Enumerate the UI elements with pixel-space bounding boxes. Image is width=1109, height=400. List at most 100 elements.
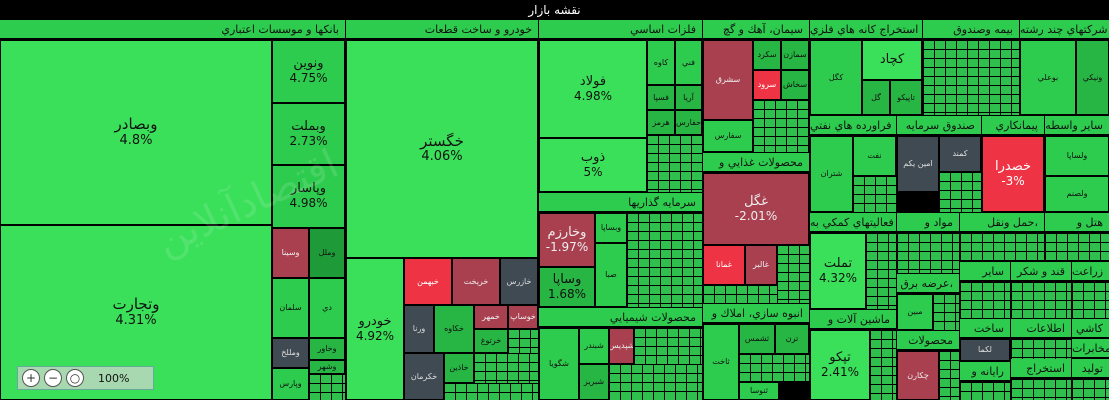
sector-header[interactable]: اطلاعات (1011, 319, 1071, 338)
tile-chekaran[interactable]: چكارن (897, 351, 939, 400)
sector-header[interactable]: بيمه وصندوق (923, 20, 1019, 39)
tile-kechad[interactable]: كچاد (862, 40, 922, 80)
tile-shtran[interactable]: شتران (810, 136, 853, 212)
tile-khesdra[interactable]: خصدرا -3% (982, 136, 1044, 212)
tile-thivan[interactable]: ثنوسا (739, 382, 779, 400)
tile-aria[interactable]: آريا (675, 85, 702, 110)
sector-header[interactable]: ساخت (960, 319, 1010, 338)
sector-header[interactable]: فلزات اساسي (539, 20, 702, 39)
tile-vsalman[interactable]: سلمان (272, 278, 309, 338)
tile-vesaltan[interactable]: ولساپا (1045, 136, 1109, 176)
tile-vrza[interactable]: ورنا (404, 305, 434, 353)
tile-vsina[interactable]: وسينا (272, 228, 309, 278)
tile-vkhavar[interactable]: وخاور (309, 338, 345, 360)
zoom-out-icon[interactable]: − (44, 369, 62, 387)
sector-header[interactable]: خودرو و ساخت قطعات (346, 20, 538, 39)
tile-gol[interactable]: گل (862, 80, 890, 115)
tile-vesmaan[interactable]: ولصنم (1045, 176, 1109, 212)
tile-sekord[interactable]: سكرد (753, 40, 781, 70)
sector-header[interactable]: سرمايه گذاريها (539, 193, 702, 212)
tile-khazdf[interactable]: خاذين (444, 353, 474, 383)
tile-mobin[interactable]: مبين (897, 294, 933, 330)
tile-ghaman[interactable]: غمانا (703, 245, 745, 285)
tile-vpasar[interactable]: وپاسار 4.98% (272, 165, 345, 228)
tile-amin[interactable]: امين يكم (897, 136, 939, 192)
tile-khekaramn[interactable]: خكرمان (404, 353, 444, 400)
tile-khavik[interactable]: حفارس (675, 110, 702, 135)
tile-tamlat[interactable]: تملت 4.32% (810, 233, 866, 309)
sector-header[interactable]: ساير واسطه (1045, 116, 1109, 135)
tile-vsapa[interactable]: وساپا 1.68% (539, 267, 595, 307)
sector-header[interactable]: فراورده هاي نفتي (810, 116, 896, 135)
sector-header[interactable]: سيمان، آهك و گچ (703, 20, 809, 39)
sector-header[interactable]: بانكها و موسسات اعتباري (0, 20, 345, 39)
tile-kamand[interactable]: كمند (939, 136, 981, 172)
sector-header[interactable]: استخراج كانه هاي فلزي (810, 20, 922, 39)
tile-vnovin[interactable]: ونوين 4.75% (272, 40, 345, 103)
sector-header[interactable]: صندوق سرمايه (897, 116, 981, 135)
tile-vmelal[interactable]: وملل (309, 228, 345, 278)
tile-fsepa[interactable]: فسپا (647, 85, 675, 110)
tile-khegostar[interactable]: خگستر 4.06% (346, 40, 538, 258)
tile-tarapp[interactable]: ترن (775, 324, 809, 354)
sector-header[interactable]: كاشي (1072, 319, 1109, 338)
tile-jahan[interactable]: خبهمن (404, 258, 452, 305)
tile-vpars[interactable]: وپارس (272, 368, 309, 400)
sector-header[interactable]: قند و شكر (1011, 262, 1071, 281)
tile-foolad[interactable]: فولاد 4.98% (539, 40, 647, 138)
tile-sabt[interactable]: صبا (595, 243, 627, 307)
tile-kave[interactable]: كاوه (647, 40, 675, 85)
tile-hormoz[interactable]: هرمز (647, 110, 675, 135)
tile-sakhazar[interactable]: سخاش (781, 70, 809, 100)
sector-header[interactable]: هتل و (1045, 213, 1109, 232)
tile-khodro[interactable]: خودرو 4.92% (346, 258, 404, 400)
tile-shabriz[interactable]: شبريز (579, 364, 609, 400)
tile-shegovia[interactable]: شگويا (539, 328, 579, 400)
tile-teshmehr[interactable]: ثشمس (739, 324, 775, 354)
sector-header[interactable]: استخراج (1011, 359, 1071, 378)
tile-seshargh[interactable]: سشرق (703, 40, 753, 120)
sector-header[interactable]: مواد و (897, 213, 959, 232)
tile-khekava[interactable]: خكاوه (434, 305, 474, 353)
tile-shaproo[interactable]: شپديس (609, 328, 634, 364)
tile-fani[interactable]: فني (675, 40, 702, 85)
tile-vshahr[interactable]: وشهر (309, 360, 345, 374)
zoom-in-icon[interactable]: + (22, 369, 40, 387)
sector-header[interactable]: ساير (960, 262, 1010, 281)
tile-ghegol[interactable]: غگل -2.01% (703, 173, 809, 245)
sector-header[interactable]: زراعت (1072, 262, 1109, 281)
tile-vkharazm[interactable]: وخارزم -1.97% (539, 213, 595, 267)
sector-header[interactable]: مخابرات (1072, 339, 1109, 358)
tile-vsabt[interactable]: وبساپا (595, 213, 627, 243)
tile-shabandar[interactable]: شبندر (579, 328, 609, 364)
tile-naft[interactable]: نفت (853, 136, 896, 176)
tile-tapik[interactable]: تاپيكو (890, 80, 922, 115)
sector-header[interactable]: محصولات (897, 331, 959, 350)
zoom-reset-icon[interactable]: ○ (66, 369, 84, 387)
tile-lakapa[interactable]: لكما (960, 339, 1010, 361)
tile-khemhor[interactable]: خمهر (474, 305, 508, 329)
tile-khereikhet[interactable]: خريخت (452, 258, 500, 305)
tile-vbsader[interactable]: وبصادر 4.8% (0, 40, 272, 225)
tile-di[interactable]: دي (309, 278, 345, 338)
sector-header[interactable]: عرضه برق، (897, 274, 959, 293)
tile-tapko[interactable]: تپكو 2.41% (810, 330, 870, 400)
sector-header[interactable]: محصولات غذايي و (703, 153, 809, 172)
tile-sarood[interactable]: سرود (753, 70, 781, 100)
tile-vbmelat[interactable]: وبملت 2.73% (272, 103, 345, 165)
tile-vmelkh[interactable]: ومللخ (272, 338, 309, 368)
sector-header[interactable]: ماشين آلات و (810, 310, 896, 329)
tile-semazen[interactable]: سمازن (781, 40, 809, 70)
tile-bookesh[interactable]: بوعلي (1020, 40, 1076, 115)
sector-header[interactable]: انبوه سازي، املاك و (703, 304, 809, 323)
tile-tekran[interactable]: ثاخت (703, 324, 739, 400)
tile-sfars[interactable]: سفارس (703, 120, 753, 152)
sector-header[interactable]: محصولات شيميايي (539, 308, 702, 327)
tile-vbegard[interactable]: ونيكي (1076, 40, 1109, 115)
sector-header[interactable]: توليد (1072, 359, 1109, 378)
sector-header[interactable]: شركتهاي چند رشته (1020, 20, 1109, 39)
sector-header[interactable]: فعاليتهاي كمكي به (810, 213, 896, 232)
tile-zob[interactable]: ذوب 5% (539, 138, 647, 192)
tile-gharis[interactable]: غالبر (745, 245, 777, 285)
tile-khosapa[interactable]: خوساپ (508, 305, 538, 329)
